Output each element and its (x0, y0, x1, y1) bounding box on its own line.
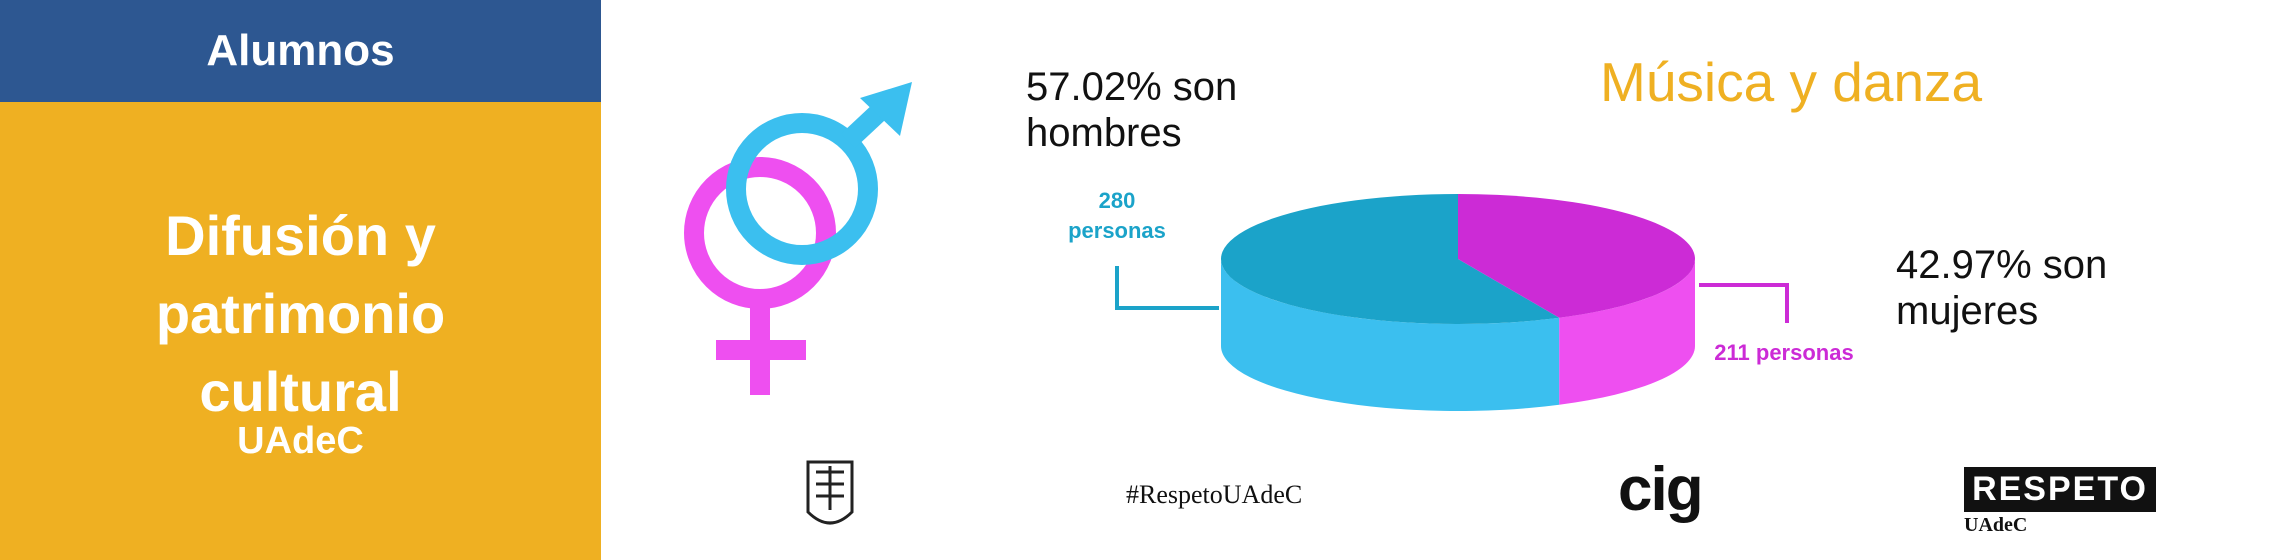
leader-line (1115, 266, 1219, 310)
hashtag: #RespetoUAdeC (1126, 480, 1303, 509)
pie-slice (1458, 194, 1695, 318)
value-label: 57.02% son hombres (1026, 65, 1238, 155)
value-label: 42.97% son mujeres (1896, 243, 2108, 333)
count-label: 280 personas (1068, 188, 1166, 243)
pie-slice-side (1559, 259, 1695, 405)
gender-icon (684, 82, 912, 395)
sidebar-title: Difusión y patrimonio cultural (155, 204, 446, 423)
sidebar-header: Alumnos (0, 0, 601, 102)
footer-crest (806, 460, 854, 525)
cig-logo: cig (1618, 455, 1704, 524)
sidebar-subtitle: UAdeC (237, 420, 364, 462)
leader-line (1699, 283, 1789, 323)
sidebar-panel: Difusión y patrimonio cultural UAdeC (0, 102, 601, 560)
chart-title: Música y danza (1600, 51, 1983, 113)
pie-slice (1220, 194, 1560, 324)
pie-slice-side (1221, 259, 1560, 411)
respeto-sub: UAdeC (1964, 514, 2028, 536)
respeto-logo: RESPETO (1964, 467, 2156, 512)
count-label: 211 personas (1714, 340, 1854, 365)
